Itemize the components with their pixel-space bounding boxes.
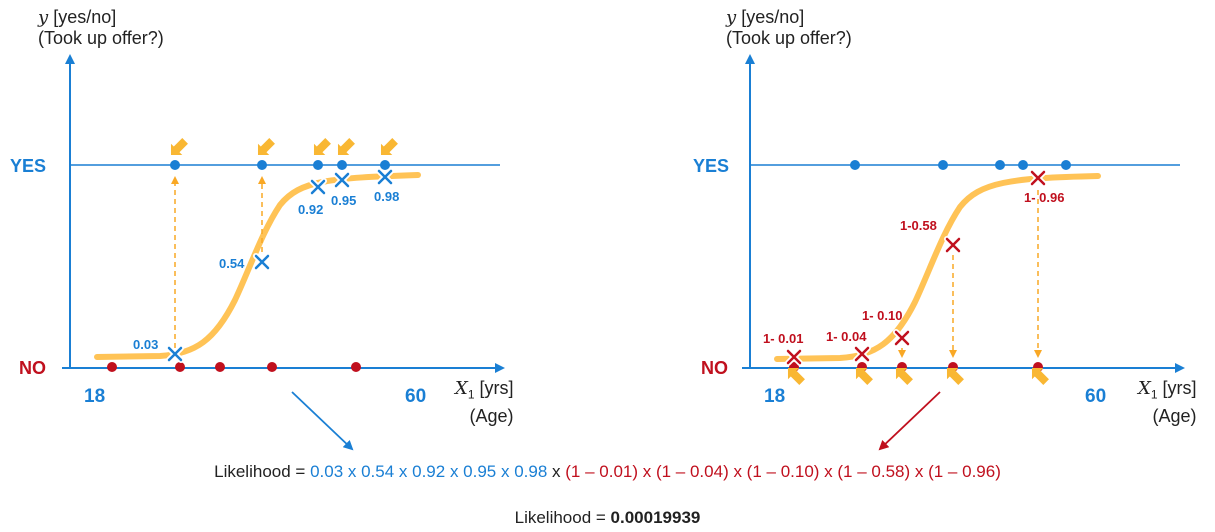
right-x-name: (Age) [1152,405,1197,426]
right-y-unit: [yes/no] [741,7,805,27]
result-value: 0.00019939 [610,508,701,527]
left-yes-point [313,160,323,170]
right-prob-label: 1- 0.10 [862,308,903,323]
right-to-formula-arrow [878,391,941,451]
likelihood-formula: Likelihood = 0.03 x 0.54 x 0.92 x 0.95 x… [0,462,1215,482]
formula-no-terms: (1 – 0.01) x (1 – 0.04) x (1 – 0.10) x (… [565,462,1001,481]
left-yes-point [380,160,390,170]
right-x-axis-label: X1 [yrs] (Age) [1138,378,1197,427]
right-no-label: NO [701,358,728,378]
left-yes-point [170,160,180,170]
left-x-tick-min: 18 [84,386,106,407]
right-yes-label: YES [693,156,730,176]
left-sigmoid-curve [94,172,421,360]
right-y-var: y [726,7,737,28]
left-cross-marker [376,168,394,186]
left-no-point [175,362,185,372]
left-y-var: y [38,7,49,28]
right-yes-point [1018,160,1028,170]
left-cross-marker [166,345,184,363]
left-x-name: (Age) [469,405,514,426]
right-x-sub: 1 [1150,387,1158,402]
left-no-point [351,362,361,372]
right-x-var: X [1138,378,1151,399]
right-cross-marker [853,345,871,363]
left-prob-label: 0.98 [374,189,400,204]
left-prob-label: 0.92 [298,202,324,217]
result-prefix: Likelihood = [514,508,611,527]
left-pointer-arrow [257,138,275,156]
right-x-tick-min: 18 [764,386,786,407]
left-pointer-arrow [170,138,188,156]
right-yes-point [938,160,948,170]
right-x-tick-max: 60 [1085,386,1107,407]
right-cross-marker [785,348,803,366]
right-prob-label: 1-0.58 [900,218,937,233]
left-no-point [107,362,117,372]
likelihood-result: Likelihood = 0.00019939 [0,508,1215,528]
right-pointer-arrow [895,367,913,385]
right-y-sub: (Took up offer?) [726,28,852,48]
left-y-sub: (Took up offer?) [38,28,164,48]
right-prob-label: 1- 0.01 [763,331,804,346]
left-y-axis-label: y [yes/no] (Took up offer?) [38,7,164,49]
left-y-unit: [yes/no] [53,7,117,27]
right-x-unit: [yrs] [1162,378,1197,398]
formula-prefix: Likelihood = [214,462,311,481]
left-yes-label: YES [10,156,47,176]
left-cross-marker [253,253,271,271]
right-y-axis-label: y [yes/no] (Took up offer?) [726,7,852,49]
left-prob-label: 0.03 [133,337,159,352]
right-yes-point [1061,160,1071,170]
right-pointer-arrow [1031,367,1049,385]
left-no-point [215,362,225,372]
left-x-axis-label: X1 [yrs] (Age) [455,378,514,427]
left-prob-label: 0.95 [331,193,357,208]
right-cross-marker [1029,169,1047,187]
left-to-formula-arrow [291,391,354,451]
left-x-var: X [455,378,468,399]
formula-yes-terms: 0.03 x 0.54 x 0.92 x 0.95 x 0.98 [310,462,548,481]
right-prob-label: 1- 0.04 [826,329,867,344]
left-pointer-arrow [380,138,398,156]
left-yes-point [257,160,267,170]
right-yes-point [995,160,1005,170]
left-prob-label: 0.54 [219,256,245,271]
left-cross-marker [309,178,327,196]
right-cross-marker [893,329,911,347]
formula-joiner: x [547,462,566,481]
left-yes-point [337,160,347,170]
left-pointer-arrow [313,138,331,156]
right-sigmoid-curve [774,173,1101,362]
right-prob-label: 1- 0.96 [1024,190,1065,205]
left-x-tick-max: 60 [405,386,427,407]
left-cross-marker [333,171,351,189]
right-pointer-arrow [787,367,805,385]
left-x-sub: 1 [467,387,475,402]
left-no-label: NO [19,358,46,378]
left-x-unit: [yrs] [479,378,514,398]
right-cross-marker [944,236,962,254]
left-pointer-arrow [337,138,355,156]
right-yes-point [850,160,860,170]
right-pointer-arrow [946,367,964,385]
right-pointer-arrow [855,367,873,385]
left-no-point [267,362,277,372]
